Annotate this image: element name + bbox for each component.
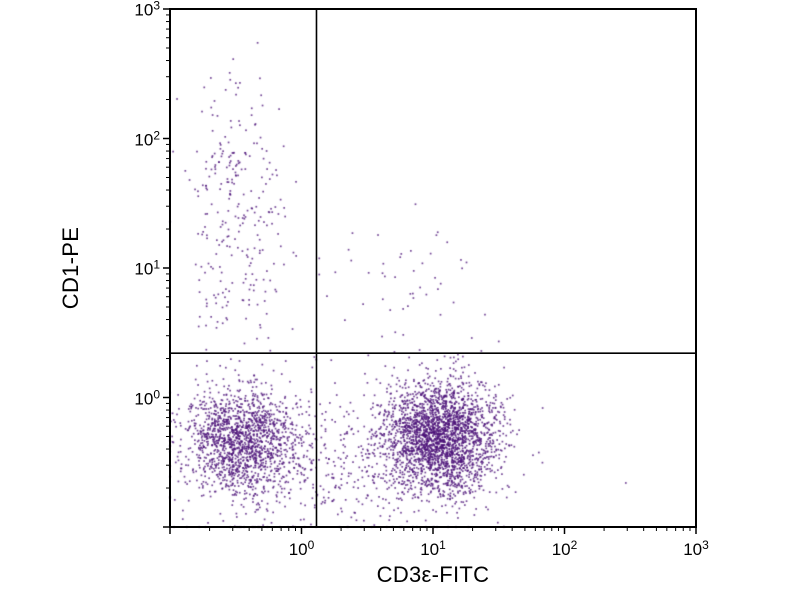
x-tick-label: 102 [551, 538, 578, 559]
y-tick-label: 102 [134, 128, 160, 149]
x-tick-label: 100 [288, 538, 315, 559]
x-tick-label: 101 [420, 538, 446, 559]
y-tick-label: 101 [134, 257, 160, 279]
x-tick-label: 103 [683, 538, 709, 559]
x-axis-label: CD3ε-FITC [376, 562, 490, 587]
y-tick-label: 100 [134, 387, 160, 408]
y-axis-label: CD1-PE [58, 226, 83, 310]
y-tick-label: 103 [134, 0, 160, 20]
